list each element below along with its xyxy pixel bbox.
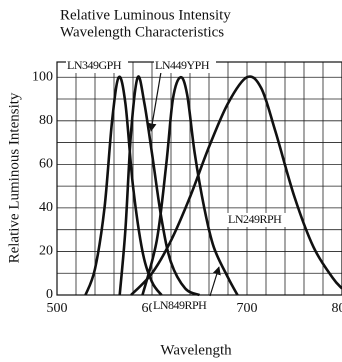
label-background xyxy=(154,59,216,73)
y-tick-label: 100 xyxy=(32,69,53,84)
series-line xyxy=(84,75,163,296)
chart-title: Wavelength Characteristics xyxy=(60,24,224,40)
label-background xyxy=(152,299,214,313)
x-tick-label: 500 xyxy=(47,301,68,316)
series-label: LN849RPH xyxy=(153,298,207,312)
y-tick-label: 80 xyxy=(39,113,53,128)
annotation-arrow xyxy=(148,71,162,132)
series-label: LN349GPH xyxy=(67,58,122,72)
x-tick-label: 800 xyxy=(332,301,342,316)
series-label: LN449YPH xyxy=(155,58,210,72)
series-line xyxy=(130,75,342,296)
x-axis-label: Wavelength xyxy=(160,342,232,358)
series-line xyxy=(118,75,201,297)
y-tick-label: 0 xyxy=(46,287,53,302)
annotation-arrow xyxy=(209,266,221,297)
series-line xyxy=(141,75,239,296)
chart-title: Relative Luminous Intensity xyxy=(60,7,231,23)
y-axis-label: Relative Luminous Intensity xyxy=(6,92,22,263)
label-background xyxy=(227,213,289,227)
y-tick-label: 60 xyxy=(39,157,53,172)
y-tick-label: 40 xyxy=(39,200,53,215)
series-label: LN249RPH xyxy=(228,212,282,226)
y-tick-label: 20 xyxy=(39,244,53,259)
x-tick-label: 700 xyxy=(237,301,258,316)
label-background xyxy=(66,59,128,73)
